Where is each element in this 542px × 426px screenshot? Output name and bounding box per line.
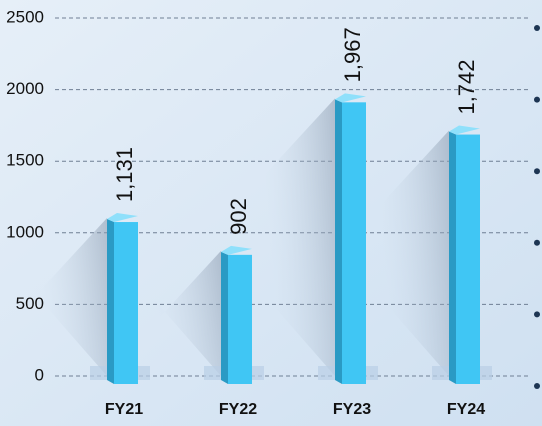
bar — [456, 134, 480, 384]
x-tick-label: FY23 — [333, 401, 371, 418]
bar — [342, 102, 366, 385]
y-tick-label: 1500 — [6, 151, 44, 170]
value-label: 1,967 — [340, 27, 365, 82]
bar-shadow — [151, 250, 221, 376]
y-tick-label: 2500 — [6, 7, 44, 26]
bar-side — [335, 99, 342, 385]
bar-top — [107, 213, 138, 223]
grid-dot — [534, 311, 540, 318]
value-label: 1,742 — [454, 59, 479, 114]
bar-shadow — [379, 130, 449, 376]
bar-side — [107, 219, 114, 384]
bar-shadow — [265, 98, 335, 377]
x-tick-label: FY24 — [447, 401, 485, 418]
x-tick-label: FY22 — [219, 401, 257, 418]
bar-top — [335, 93, 366, 103]
bar — [114, 222, 138, 384]
grid-dot — [534, 239, 540, 246]
y-tick-label: 500 — [16, 294, 44, 313]
y-tick-label: 2000 — [6, 79, 44, 98]
y-tick-label: 1000 — [6, 222, 44, 241]
bar-side — [449, 131, 456, 384]
value-label: 1,131 — [112, 147, 137, 202]
bar — [228, 254, 252, 384]
bar-top — [449, 125, 480, 135]
value-label: 902 — [226, 198, 251, 235]
grid-dot — [534, 383, 540, 389]
x-tick-label: FY21 — [105, 401, 143, 418]
grid-dot — [534, 96, 540, 103]
bar-side — [221, 251, 228, 384]
bar-shadow — [37, 218, 107, 376]
grid-dot — [534, 25, 540, 31]
grid-dot — [534, 168, 540, 175]
y-tick-label: 0 — [35, 365, 44, 384]
bar-top — [221, 245, 252, 255]
